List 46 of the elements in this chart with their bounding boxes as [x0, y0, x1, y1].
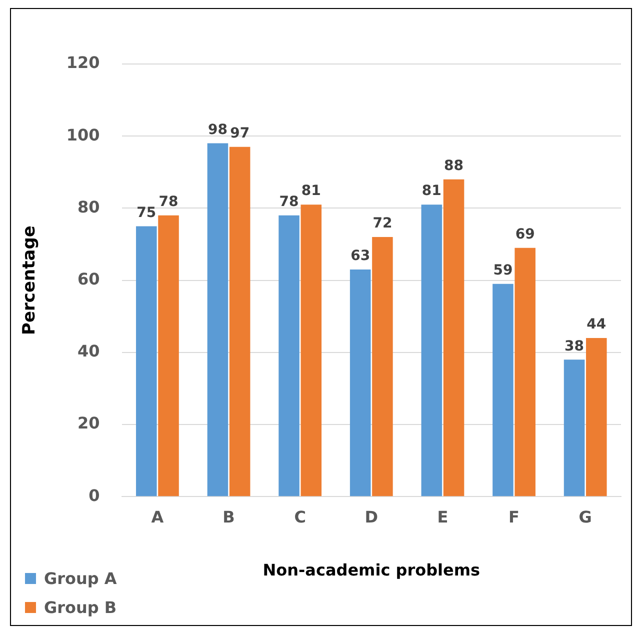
x-tick-label: C: [294, 507, 306, 526]
x-tick-label: F: [508, 507, 520, 526]
y-axis-title: Percentage: [20, 226, 40, 335]
data-label: 81: [301, 183, 321, 200]
y-tick-label: 100: [66, 125, 100, 144]
bar: [350, 269, 371, 496]
data-label: 75: [136, 204, 156, 221]
y-tick-label: 20: [78, 414, 100, 433]
legend-label: Group A: [44, 569, 117, 588]
bar: [229, 146, 250, 496]
data-label: 69: [515, 226, 535, 242]
data-label: 44: [586, 316, 606, 333]
data-label: 97: [230, 126, 250, 142]
x-axis-title: Non-academic problems: [262, 560, 480, 580]
x-tick-label: D: [364, 507, 378, 526]
bar: [136, 226, 157, 496]
y-tick-label: 80: [78, 197, 100, 216]
bar: [421, 204, 442, 496]
bar: [158, 215, 179, 496]
data-label: 88: [444, 158, 464, 174]
x-tick-label: A: [151, 507, 164, 526]
y-tick-label: 60: [78, 269, 100, 288]
data-label: 63: [350, 248, 370, 264]
x-tick-label: E: [437, 507, 448, 526]
bar: [586, 338, 607, 496]
bar: [207, 143, 228, 496]
data-label: 59: [493, 262, 513, 279]
y-tick-label: 0: [88, 486, 100, 505]
data-label: 81: [422, 183, 442, 200]
x-tick-label: B: [222, 507, 235, 526]
data-label: 78: [279, 194, 299, 210]
bar: [278, 215, 300, 496]
bar: [300, 204, 322, 496]
data-label: 38: [564, 338, 584, 354]
bar: [514, 248, 536, 496]
bar: [564, 360, 585, 496]
data-label: 72: [372, 216, 392, 232]
bar: [443, 179, 464, 496]
y-tick-label: 40: [78, 342, 100, 361]
x-tick-label: G: [578, 507, 592, 526]
data-label: 78: [158, 194, 178, 210]
bar: [492, 284, 514, 496]
legend-label: Group B: [44, 598, 117, 617]
data-label: 98: [208, 122, 228, 138]
bar: [372, 237, 393, 496]
y-tick-label: 120: [66, 53, 100, 72]
